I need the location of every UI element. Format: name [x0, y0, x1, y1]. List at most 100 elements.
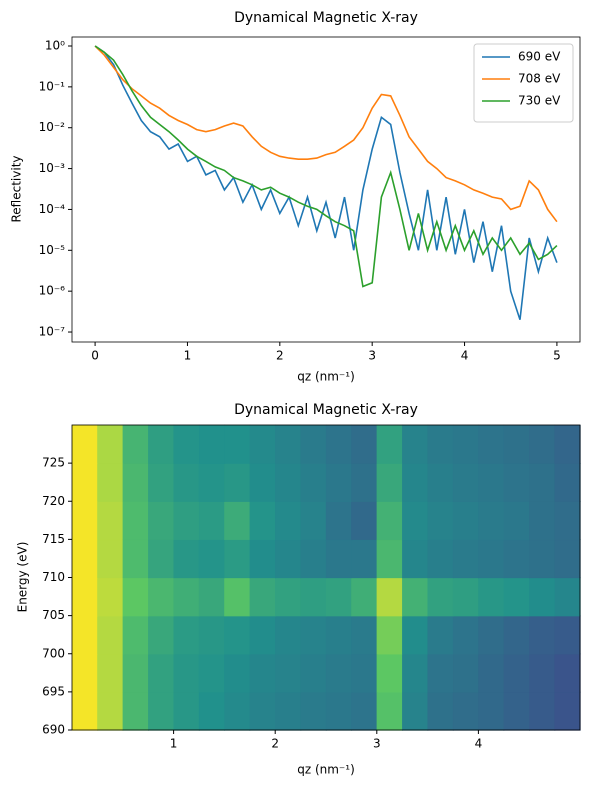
heatmap-cell: [275, 615, 302, 655]
heatmap-cell: [402, 691, 429, 731]
heatmap-cell: [249, 653, 276, 693]
heatmap-cell: [300, 462, 327, 502]
x-tick-label: 4: [475, 737, 483, 751]
heatmap-cell: [402, 615, 429, 655]
data-line: [94, 45, 558, 223]
heatmap-cell: [173, 539, 200, 579]
heatmap-cell: [148, 424, 175, 464]
heatmap-cell: [275, 653, 302, 693]
x-tick-label: 2: [276, 349, 284, 363]
heatmap-cell: [529, 691, 556, 731]
plot-frame: [71, 424, 581, 731]
heatmap-cell: [427, 691, 454, 731]
x-tick-label: 1: [170, 737, 178, 751]
heatmap-cell: [351, 577, 378, 617]
heatmap-cell: [71, 462, 99, 502]
heatmap-cell: [325, 462, 353, 502]
x-tick-label: 3: [373, 737, 381, 751]
heatmap-cell: [300, 691, 327, 731]
heatmap-cell: [198, 424, 226, 464]
heatmap-cell: [71, 424, 99, 464]
heatmap-cell: [148, 691, 175, 731]
heatmap-cell: [452, 691, 480, 731]
heatmap-cell: [173, 615, 200, 655]
heatmap-cell: [300, 424, 327, 464]
heatmap-cell: [452, 615, 480, 655]
heatmap-cell: [71, 691, 99, 731]
heatmap-cell: [300, 577, 327, 617]
heatmap-cell: [97, 577, 124, 617]
heatmap-cell: [275, 462, 302, 502]
y-tick-label: 700: [42, 646, 65, 660]
heatmap-cell: [249, 462, 276, 502]
heatmap-cell: [427, 653, 454, 693]
heatmap-cell: [376, 424, 403, 464]
heatmap-cell: [554, 577, 581, 617]
heatmap-cell: [97, 691, 124, 731]
legend-label: 708 eV: [518, 72, 561, 86]
heatmap-cell: [275, 424, 302, 464]
data-line: [94, 45, 558, 320]
heatmap-cell: [529, 462, 556, 502]
heatmap-cell: [351, 501, 378, 541]
y-tick-label: 10⁻⁵: [39, 243, 66, 257]
heatmap-cell: [97, 501, 124, 541]
x-tick-label: 0: [91, 349, 99, 363]
heatmap-cell: [148, 539, 175, 579]
heatmap-cell: [376, 653, 403, 693]
heatmap-cell: [275, 577, 302, 617]
heatmap-cell: [97, 539, 124, 579]
x-tick-label: 4: [461, 349, 469, 363]
legend-box: [473, 43, 574, 123]
heatmap-cell: [351, 691, 378, 731]
heatmap-cell: [173, 462, 200, 502]
heatmap-cell: [249, 577, 276, 617]
y-tick-label: 10⁻²: [39, 120, 66, 134]
heatmap-cell: [173, 501, 200, 541]
heatmap-cell: [478, 577, 505, 617]
heatmap-cell: [351, 615, 378, 655]
x-tick-label: 2: [271, 737, 279, 751]
heatmap-cell: [71, 615, 99, 655]
heatmap-cell: [224, 615, 251, 655]
heatmap-cell: [554, 424, 581, 464]
heatmap-cell: [325, 653, 353, 693]
heatmap-cell: [249, 424, 276, 464]
heatmap-cell: [275, 691, 302, 731]
heatmap-cell: [529, 501, 556, 541]
heatmap-cell: [427, 577, 454, 617]
heatmap-cell: [503, 539, 530, 579]
heatmap-cell: [351, 424, 378, 464]
y-tick-label: 10⁻⁴: [39, 202, 66, 216]
heatmap-cell: [173, 691, 200, 731]
heatmap-cell: [478, 691, 505, 731]
heatmap-cell: [148, 615, 175, 655]
heatmap-cell: [427, 424, 454, 464]
heatmap-cell: [554, 462, 581, 502]
y-axis-label: Reflectivity: [10, 155, 24, 222]
heatmap-cell: [97, 653, 124, 693]
heatmap-cell: [122, 462, 149, 502]
heatmap-cell: [503, 577, 530, 617]
x-tick-label: 1: [184, 349, 192, 363]
heatmap-cell: [224, 424, 251, 464]
heatmap-cell: [325, 691, 353, 731]
heatmap-cell: [529, 653, 556, 693]
y-tick-label: 725: [42, 456, 65, 470]
chart-title: Dynamical Magnetic X-ray: [234, 402, 418, 418]
heatmap-cell: [122, 653, 149, 693]
heatmap-cell: [325, 577, 353, 617]
heatmap-cell: [402, 424, 429, 464]
heatmap-cell: [529, 424, 556, 464]
heatmap-cell: [122, 539, 149, 579]
heatmap-cell: [224, 539, 251, 579]
heatmap-cell: [503, 615, 530, 655]
heatmap-cell: [173, 577, 200, 617]
heatmap-cell: [148, 577, 175, 617]
heatmap-cell: [503, 462, 530, 502]
heatmap-cell: [427, 539, 454, 579]
heatmap-cell: [452, 424, 480, 464]
heatmap-cell: [148, 501, 175, 541]
heatmap-cell: [97, 424, 124, 464]
